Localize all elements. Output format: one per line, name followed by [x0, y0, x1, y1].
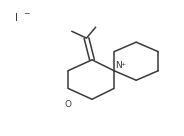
- Text: −: −: [23, 9, 29, 18]
- Text: +: +: [121, 61, 126, 67]
- Text: N: N: [115, 61, 121, 70]
- Text: I: I: [15, 13, 18, 23]
- Text: O: O: [65, 100, 72, 109]
